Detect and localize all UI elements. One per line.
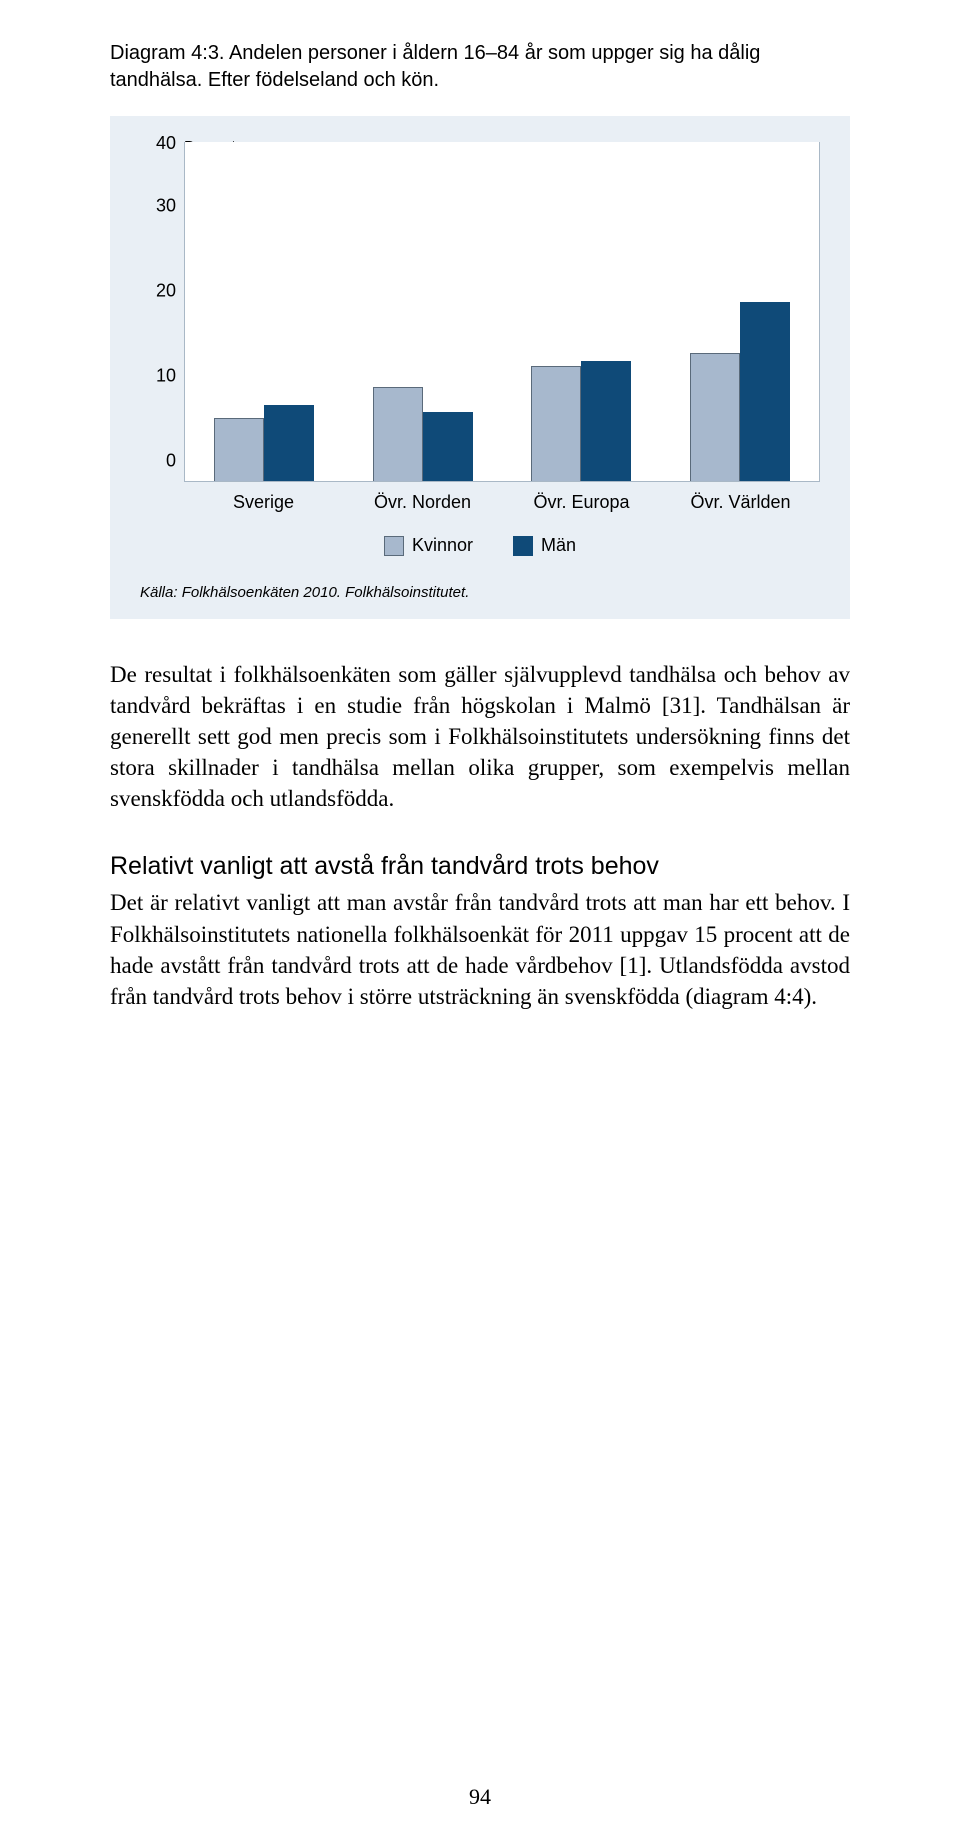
y-axis: 010203040 (140, 142, 184, 482)
x-axis-labels: SverigeÖvr. NordenÖvr. EuropaÖvr. Världe… (184, 492, 820, 513)
section-subheading: Relativt vanligt att avstå från tandvård… (110, 852, 850, 881)
bar-group (344, 142, 503, 481)
x-tick-label: Övr. Europa (502, 492, 661, 513)
figure-caption: Diagram 4:3. Andelen personer i åldern 1… (110, 40, 850, 94)
legend-item: Kvinnor (384, 535, 473, 556)
x-tick-label: Övr. Världen (661, 492, 820, 513)
legend-swatch (384, 536, 404, 556)
chart-panel: 010203040 Procent SverigeÖvr. NordenÖvr.… (110, 116, 850, 619)
legend-label: Kvinnor (412, 535, 473, 555)
bar (264, 405, 314, 481)
bar (740, 302, 790, 481)
bar (214, 418, 264, 481)
paragraph-2: Det är relativt vanligt att man avstår f… (110, 887, 850, 1011)
legend-label: Män (541, 535, 576, 555)
chart-source: Källa: Folkhälsoenkäten 2010. Folkhälsoi… (140, 584, 820, 601)
bar-group (185, 142, 344, 481)
y-tick-label: 10 (156, 366, 176, 387)
y-tick-label: 0 (166, 451, 176, 472)
bar-group (661, 142, 820, 481)
bar (531, 366, 581, 481)
y-tick-label: 40 (156, 133, 176, 154)
chart-area: 010203040 Procent (140, 142, 820, 482)
bar (373, 387, 423, 481)
bar (581, 361, 631, 481)
bar-groups (185, 142, 819, 481)
x-tick-label: Övr. Norden (343, 492, 502, 513)
bar (423, 412, 473, 481)
page-number: 94 (0, 1784, 960, 1810)
legend: Kvinnor Män (140, 535, 820, 556)
paragraph-1: De resultat i folkhälsoenkäten som gälle… (110, 659, 850, 814)
page: Diagram 4:3. Andelen personer i åldern 1… (0, 0, 960, 1840)
plot-area (184, 142, 820, 482)
x-tick-label: Sverige (184, 492, 343, 513)
legend-swatch (513, 536, 533, 556)
y-tick-label: 20 (156, 281, 176, 302)
plot-wrap: Procent (184, 142, 820, 482)
y-tick-label: 30 (156, 196, 176, 217)
legend-item: Män (513, 535, 576, 556)
bar (690, 353, 740, 481)
bar-group (502, 142, 661, 481)
